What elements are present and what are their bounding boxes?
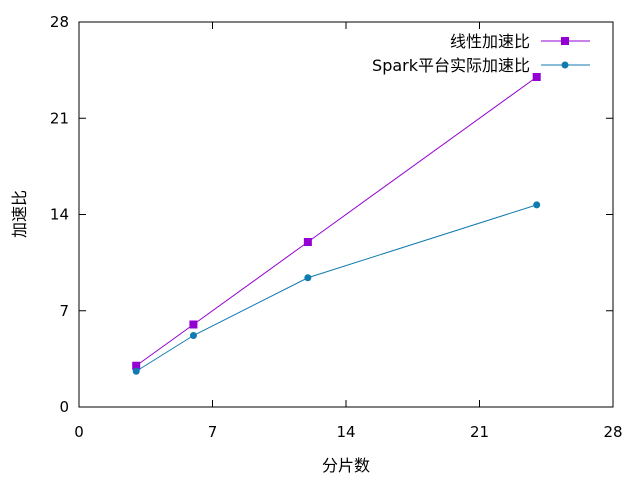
data-point [132,361,141,370]
legend: 线性加速比 Spark平台实际加速比 [372,32,590,75]
x-tick-label: 21 [470,423,489,441]
legend-marker [561,37,569,45]
data-point [532,73,541,81]
x-tick-label: 14 [336,423,355,441]
data-point [304,274,312,282]
x-tick-label: 7 [208,423,218,441]
series-line [135,204,537,372]
series-layer [132,73,541,375]
legend-entry: Spark平台实际加速比 [372,56,590,75]
y-tick-label: 7 [59,302,69,320]
legend-marker [561,61,569,69]
series-line [135,76,538,367]
x-tick-label: 0 [74,423,84,441]
x-tick-label: 28 [603,423,622,441]
y-tick-label: 21 [50,109,69,127]
y-tick-label: 14 [50,206,69,224]
legend-entry: 线性加速比 [450,32,590,51]
series-1 [132,73,541,370]
data-point [533,201,541,209]
plot-frame [78,21,614,408]
legend-label: 线性加速比 [450,32,530,51]
data-point [303,238,312,246]
data-point [189,320,198,329]
legend-label: Spark平台实际加速比 [372,56,530,75]
y-tick-label: 0 [59,398,69,416]
y-axis-label: 加速比 [10,190,29,238]
y-tick-label: 28 [50,13,69,31]
series-2 [132,201,541,375]
x-axis-label: 分片数 [322,456,370,475]
data-point [189,332,197,339]
data-point [132,367,140,375]
